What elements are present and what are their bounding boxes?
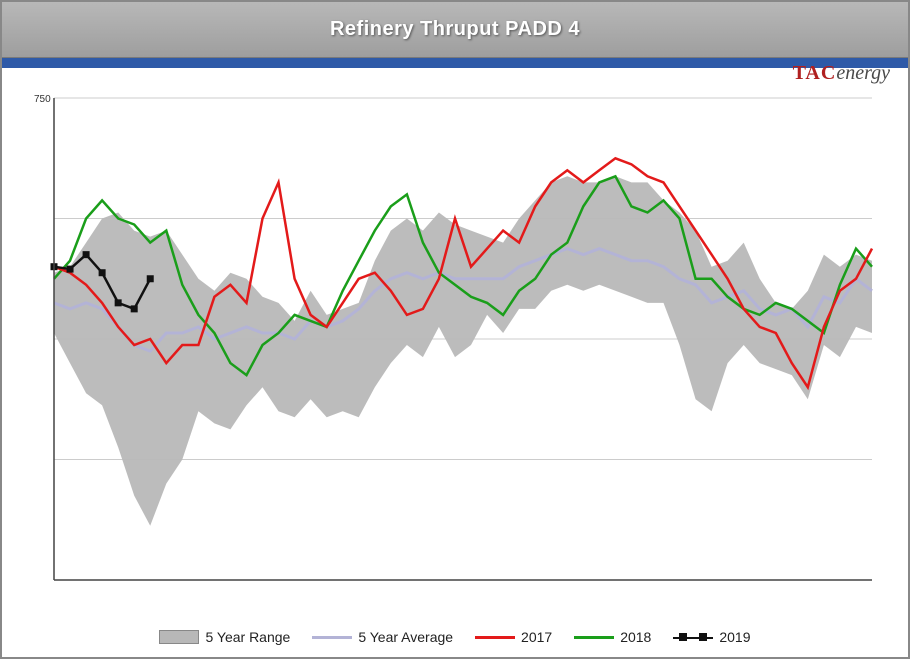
brand-right: energy (836, 62, 890, 84)
legend-2017: 2017 (475, 629, 552, 645)
legend-avg-label: 5 Year Average (358, 629, 453, 645)
legend-2018: 2018 (574, 629, 651, 645)
s2017-swatch (475, 636, 515, 639)
plot-area: 750 (32, 90, 882, 620)
chart-title: Refinery Thruput PADD 4 (330, 18, 580, 41)
brand-left: TAC (793, 62, 837, 84)
title-bar: Refinery Thruput PADD 4 (2, 2, 908, 58)
legend-2019: 2019 (673, 629, 750, 645)
s2018-swatch (574, 636, 614, 639)
legend-avg: 5 Year Average (312, 629, 453, 645)
legend-2018-label: 2018 (620, 629, 651, 645)
brand-logo: TACenergy (793, 62, 890, 85)
chart-svg: 750 (32, 90, 882, 620)
legend-2019-label: 2019 (719, 629, 750, 645)
avg-swatch (312, 636, 352, 639)
legend: 5 Year Range 5 Year Average 2017 2018 20… (2, 629, 908, 645)
svg-text:750: 750 (34, 94, 51, 105)
accent-bar (2, 58, 908, 68)
legend-2017-label: 2017 (521, 629, 552, 645)
chart-frame: Refinery Thruput PADD 4 TACenergy 750 5 … (0, 0, 910, 659)
legend-range: 5 Year Range (159, 629, 290, 645)
s2019-swatch (673, 630, 713, 644)
legend-range-label: 5 Year Range (205, 629, 290, 645)
range-swatch (159, 630, 199, 644)
